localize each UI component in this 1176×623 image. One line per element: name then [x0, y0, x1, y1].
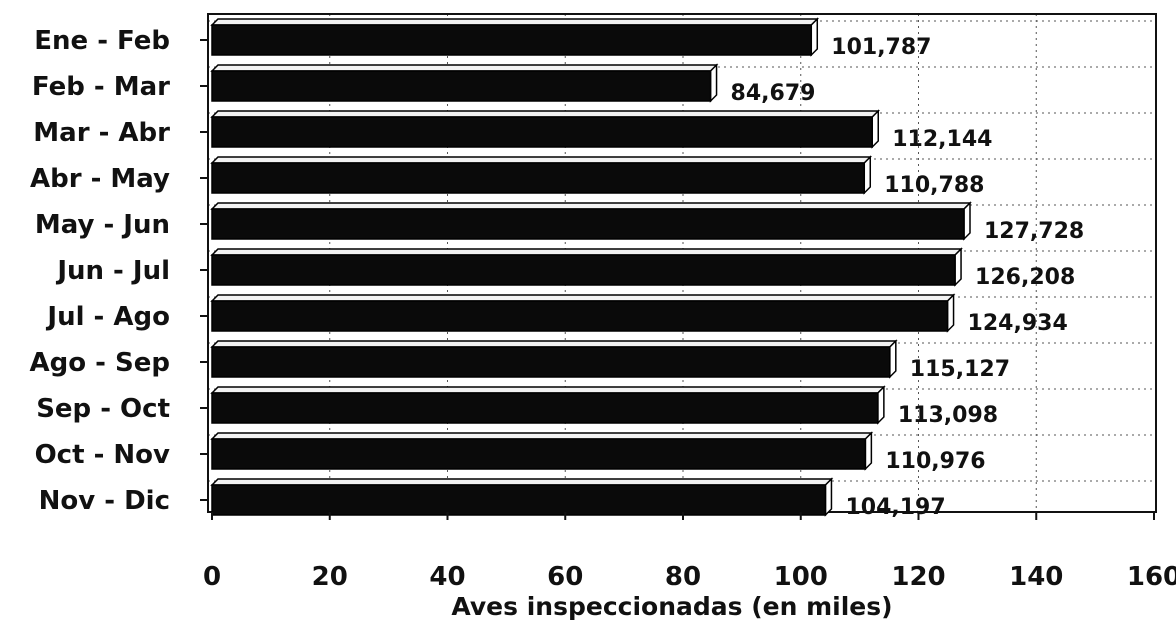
data-label: 126,208: [975, 265, 1075, 290]
bar-top-face: [210, 18, 820, 26]
data-label: 112,144: [892, 127, 992, 152]
category-label: Oct - Nov: [35, 440, 170, 470]
bar-side-face: [810, 17, 819, 57]
category-label: Jun - Jul: [55, 256, 170, 286]
bar-front-face: [211, 70, 712, 102]
x-tick-label: 20: [312, 562, 348, 592]
bar: [210, 155, 873, 195]
bar-top-face: [210, 294, 956, 302]
x-tick-label: 60: [547, 562, 583, 592]
category-label: Nov - Dic: [39, 486, 170, 516]
bar: [210, 17, 820, 57]
data-label: 127,728: [984, 219, 1084, 244]
bar-front-face: [211, 162, 866, 194]
x-tick-label: 80: [665, 562, 701, 592]
bar: [210, 339, 898, 379]
bar-side-face: [824, 477, 833, 517]
bar-front-face: [211, 392, 879, 424]
bar-side-face: [863, 155, 872, 195]
data-label: 115,127: [910, 357, 1010, 382]
bar-side-face: [954, 247, 962, 287]
category-label: May - Jun: [35, 210, 170, 240]
bar-side-face: [963, 201, 971, 241]
bar-front-face: [211, 300, 949, 332]
bar: [210, 63, 719, 103]
bar: [210, 201, 972, 241]
bar-side-face: [877, 385, 885, 425]
bar: [210, 293, 956, 333]
category-label: Abr - May: [30, 164, 170, 194]
category-label: Ago - Sep: [30, 348, 170, 378]
category-label: Ene - Feb: [34, 26, 170, 56]
bar: [210, 477, 834, 517]
bar-front-face: [211, 484, 827, 516]
data-label: 104,197: [845, 495, 945, 520]
bar-top-face: [210, 432, 874, 440]
x-tick-label: 40: [429, 562, 465, 592]
bar: [210, 385, 886, 425]
bar-top-face: [210, 386, 886, 394]
bar-side-face: [864, 431, 873, 471]
bar-top-face: [210, 478, 834, 486]
bar: [210, 431, 874, 471]
x-tick-label: 160: [1127, 562, 1176, 592]
bar-top-face: [210, 340, 898, 348]
bar-front-face: [211, 24, 813, 56]
data-label: 110,976: [885, 449, 985, 474]
category-label: Sep - Oct: [36, 394, 170, 424]
bar-front-face: [211, 438, 867, 470]
bar-side-face: [889, 339, 897, 379]
bar-front-face: [211, 116, 873, 148]
bar-top-face: [210, 64, 719, 72]
category-label: Feb - Mar: [32, 72, 170, 102]
bar-side-face: [946, 293, 955, 333]
bar-top-face: [210, 248, 963, 256]
bar-side-face: [709, 63, 718, 103]
bar: [210, 247, 963, 287]
data-label: 113,098: [898, 403, 998, 428]
data-label: 110,788: [884, 173, 984, 198]
bar-top-face: [210, 110, 881, 118]
bar-top-face: [210, 156, 873, 164]
bars: [210, 17, 972, 517]
category-labels: Ene - Feb Feb - Mar Mar - Abr Abr - May May …: [30, 26, 208, 516]
data-label: 124,934: [968, 311, 1068, 336]
x-tick-label: 0: [203, 562, 221, 592]
category-label: Jul - Ago: [45, 302, 170, 332]
x-axis-title: Aves inspeccionadas (en miles): [451, 592, 892, 621]
bar-front-face: [211, 346, 891, 378]
bar-front-face: [211, 254, 956, 286]
category-label: Mar - Abr: [33, 118, 170, 148]
data-label: 84,679: [731, 81, 816, 106]
bar-top-face: [210, 202, 972, 210]
x-tick-label: 140: [1009, 562, 1063, 592]
x-tick-labels: 0 20 40 60 80 100 120 140 160: [203, 512, 1176, 592]
data-label: 101,787: [831, 35, 931, 60]
bar-side-face: [871, 109, 879, 149]
x-tick-label: 120: [891, 562, 945, 592]
bar-front-face: [211, 208, 965, 240]
x-tick-label: 100: [774, 562, 828, 592]
bar: [210, 109, 881, 149]
